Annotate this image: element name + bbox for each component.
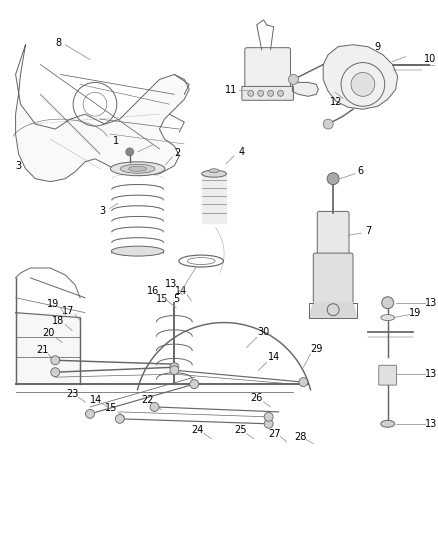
Circle shape bbox=[323, 119, 333, 129]
Text: 28: 28 bbox=[294, 432, 307, 442]
Circle shape bbox=[51, 368, 60, 377]
Circle shape bbox=[264, 419, 273, 428]
Text: 14: 14 bbox=[175, 286, 187, 296]
Text: 13: 13 bbox=[165, 279, 177, 289]
Circle shape bbox=[170, 366, 179, 375]
Circle shape bbox=[327, 173, 339, 184]
FancyBboxPatch shape bbox=[245, 47, 290, 91]
FancyBboxPatch shape bbox=[242, 86, 293, 100]
Text: 19: 19 bbox=[47, 298, 60, 309]
Text: 26: 26 bbox=[251, 393, 263, 403]
FancyBboxPatch shape bbox=[379, 365, 397, 385]
Circle shape bbox=[268, 91, 274, 96]
Ellipse shape bbox=[201, 170, 226, 177]
Text: 1: 1 bbox=[113, 136, 119, 146]
Circle shape bbox=[85, 409, 95, 418]
Text: 14: 14 bbox=[90, 395, 102, 405]
Circle shape bbox=[170, 363, 179, 372]
Text: 27: 27 bbox=[268, 429, 281, 439]
Text: 20: 20 bbox=[42, 328, 54, 338]
FancyBboxPatch shape bbox=[313, 253, 353, 305]
Circle shape bbox=[51, 356, 60, 365]
Circle shape bbox=[258, 91, 264, 96]
Ellipse shape bbox=[381, 421, 395, 427]
Ellipse shape bbox=[111, 246, 164, 256]
Text: 13: 13 bbox=[425, 419, 438, 429]
Text: 29: 29 bbox=[310, 344, 322, 354]
Text: 13: 13 bbox=[425, 298, 438, 308]
Ellipse shape bbox=[120, 164, 155, 173]
Polygon shape bbox=[201, 174, 226, 223]
Ellipse shape bbox=[110, 162, 165, 176]
Polygon shape bbox=[16, 45, 189, 182]
Text: 2: 2 bbox=[174, 148, 180, 158]
Circle shape bbox=[248, 91, 254, 96]
Text: 4: 4 bbox=[239, 147, 245, 157]
Text: 21: 21 bbox=[36, 345, 49, 356]
Circle shape bbox=[150, 402, 159, 411]
Text: 15: 15 bbox=[156, 294, 169, 304]
Circle shape bbox=[278, 91, 283, 96]
Text: 30: 30 bbox=[258, 327, 270, 337]
Text: 25: 25 bbox=[235, 425, 247, 435]
Circle shape bbox=[264, 413, 273, 421]
Polygon shape bbox=[293, 83, 318, 96]
Text: 24: 24 bbox=[191, 425, 203, 435]
Text: 22: 22 bbox=[141, 395, 154, 405]
Circle shape bbox=[190, 379, 199, 389]
Text: 9: 9 bbox=[375, 42, 381, 52]
Polygon shape bbox=[309, 303, 357, 318]
Ellipse shape bbox=[209, 169, 219, 173]
Text: 10: 10 bbox=[424, 54, 437, 63]
FancyBboxPatch shape bbox=[317, 212, 349, 260]
Circle shape bbox=[299, 378, 308, 386]
Text: 16: 16 bbox=[148, 286, 159, 296]
Text: 17: 17 bbox=[62, 305, 74, 316]
Text: 7: 7 bbox=[365, 227, 371, 236]
Text: 8: 8 bbox=[55, 38, 61, 48]
Circle shape bbox=[126, 148, 134, 156]
Text: 23: 23 bbox=[66, 389, 78, 399]
Polygon shape bbox=[323, 45, 398, 109]
Text: 15: 15 bbox=[105, 403, 117, 413]
Text: 13: 13 bbox=[425, 369, 438, 379]
Text: 3: 3 bbox=[99, 206, 105, 216]
Circle shape bbox=[382, 297, 394, 309]
Text: 3: 3 bbox=[15, 161, 21, 171]
Text: 14: 14 bbox=[268, 352, 280, 362]
Text: 5: 5 bbox=[173, 294, 180, 304]
Circle shape bbox=[351, 72, 375, 96]
Ellipse shape bbox=[381, 314, 395, 320]
Text: 18: 18 bbox=[52, 316, 64, 326]
Text: 11: 11 bbox=[225, 85, 237, 95]
Ellipse shape bbox=[129, 166, 147, 171]
Text: 6: 6 bbox=[358, 166, 364, 176]
Text: 12: 12 bbox=[330, 97, 343, 107]
Polygon shape bbox=[16, 313, 80, 384]
Text: 19: 19 bbox=[410, 308, 422, 318]
Circle shape bbox=[289, 75, 298, 84]
Circle shape bbox=[115, 414, 124, 423]
